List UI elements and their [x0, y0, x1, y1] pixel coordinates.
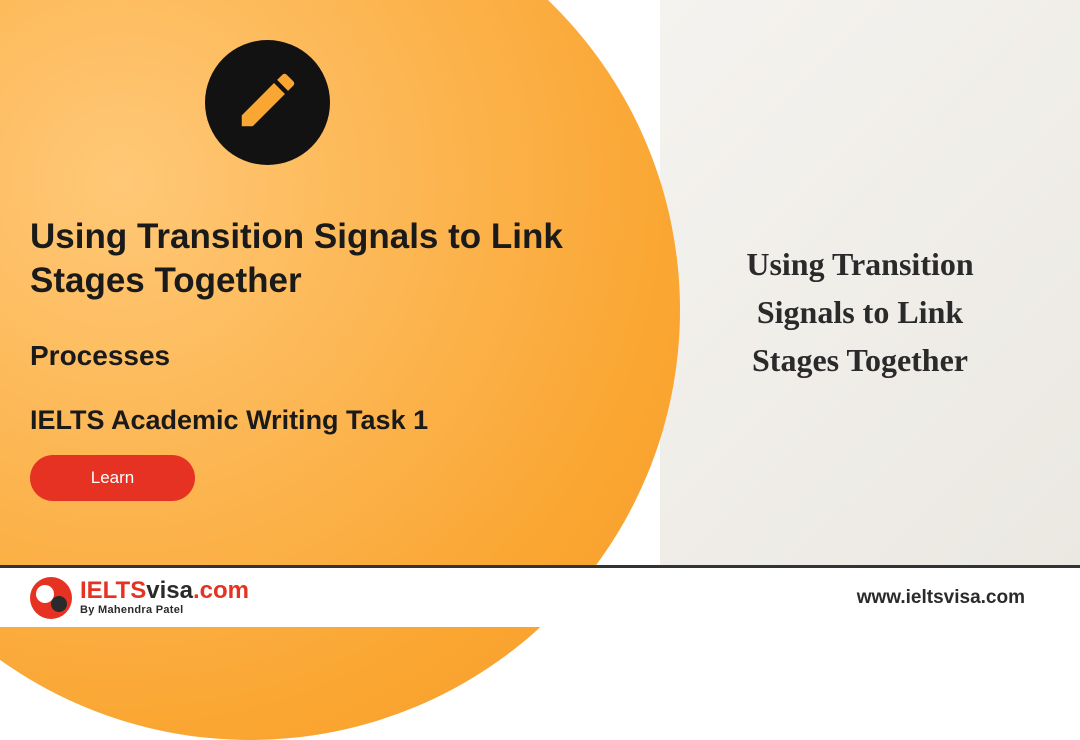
pencil-icon: [233, 65, 303, 140]
subtitle-processes: Processes: [30, 340, 170, 372]
logo-wordmark: IELTSvisa.com: [80, 579, 249, 603]
brand-logo: IELTSvisa.com By Mahendra Patel: [30, 577, 249, 619]
logo-text: IELTSvisa.com By Mahendra Patel: [80, 579, 249, 616]
footer-bar: IELTSvisa.com By Mahendra Patel www.ielt…: [0, 565, 1080, 627]
learn-button-label: Learn: [91, 468, 134, 488]
logo-part-dotcom: .com: [193, 577, 249, 604]
logo-part-dark: visa: [146, 577, 193, 604]
banner-canvas: Using Transition Signals to Link Stages …: [0, 0, 1080, 627]
logo-part-red: IELTS: [80, 577, 146, 604]
main-heading: Using Transition Signals to Link Stages …: [30, 215, 650, 303]
side-panel-title: Using Transition Signals to Link Stages …: [710, 240, 1010, 384]
logo-byline: By Mahendra Patel: [80, 605, 249, 616]
footer-url: www.ieltsvisa.com: [857, 587, 1025, 609]
logo-mark-icon: [30, 577, 72, 619]
subtitle-task: IELTS Academic Writing Task 1: [30, 405, 428, 436]
pencil-icon-badge: [205, 40, 330, 165]
learn-button[interactable]: Learn: [30, 455, 195, 501]
